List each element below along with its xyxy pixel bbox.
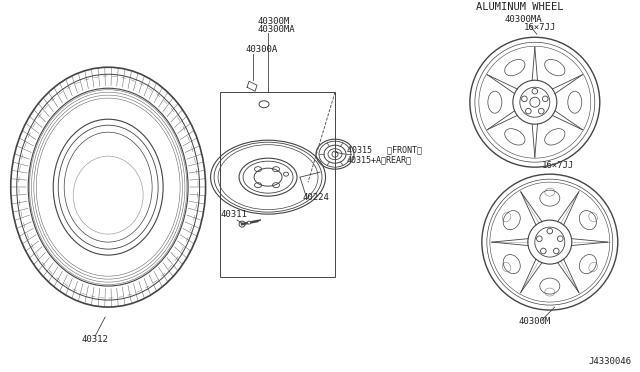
Text: 40300MA: 40300MA bbox=[257, 25, 294, 34]
Text: 40300M: 40300M bbox=[518, 317, 551, 326]
Text: 40312: 40312 bbox=[82, 335, 109, 344]
Text: 40315   （FRONT）: 40315 （FRONT） bbox=[347, 145, 422, 154]
Text: 40224: 40224 bbox=[302, 193, 329, 202]
Text: 40300MA: 40300MA bbox=[504, 15, 541, 24]
Text: 16×7JJ: 16×7JJ bbox=[524, 23, 556, 32]
Text: 16×7JJ: 16×7JJ bbox=[541, 161, 574, 170]
Text: 40300A: 40300A bbox=[245, 45, 277, 54]
Text: 40300M: 40300M bbox=[257, 17, 289, 26]
Text: J4330046: J4330046 bbox=[589, 357, 632, 366]
Text: 40315+A（REAR）: 40315+A（REAR） bbox=[347, 155, 412, 164]
Circle shape bbox=[248, 221, 250, 224]
Text: 40311: 40311 bbox=[220, 210, 247, 219]
Text: ALUMINUM WHEEL: ALUMINUM WHEEL bbox=[476, 2, 564, 12]
